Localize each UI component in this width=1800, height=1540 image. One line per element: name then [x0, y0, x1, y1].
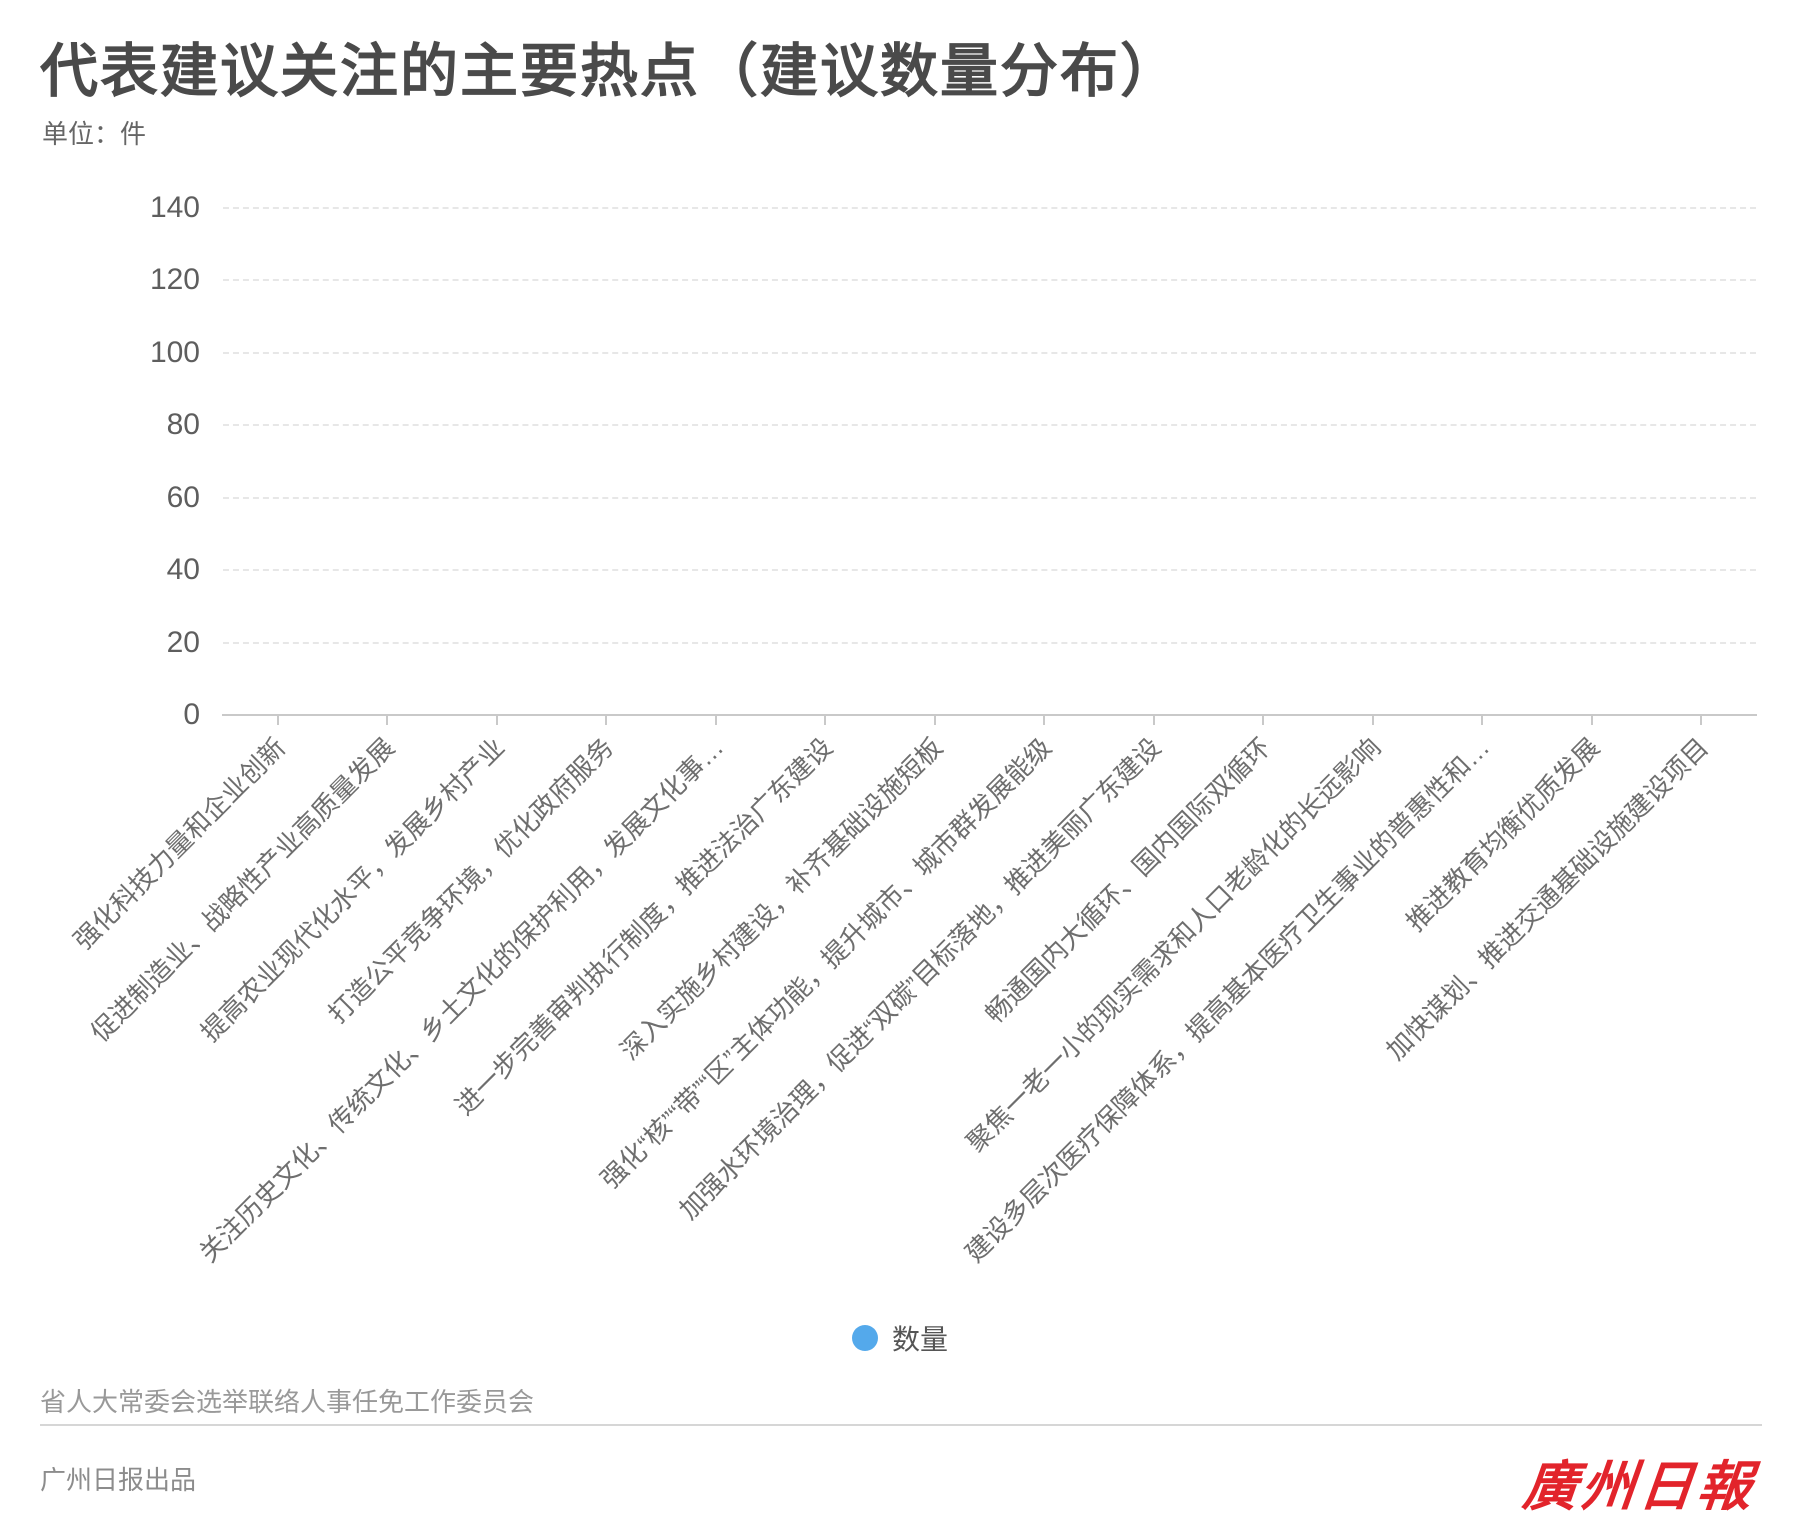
x-axis-category-label: 进一步完善审判执行制度，推进法治广东建设 [449, 732, 839, 1121]
x-axis-category-label: 建设多层次医疗保障体系，提高基本医疗卫生事业的普惠性和… [959, 732, 1496, 1268]
x-axis-tick [386, 716, 389, 725]
data-source-text: 省人大常委会选举联络人事任免工作委员会 [40, 1387, 535, 1417]
x-axis-tick [1700, 716, 1703, 725]
x-axis-tick [1152, 716, 1155, 725]
producer-credit-text: 广州日报出品 [40, 1465, 197, 1495]
x-axis-category-label: 推进教育均衡优质发展 [1399, 732, 1605, 938]
y-axis-tick-label: 140 [149, 191, 200, 224]
x-axis-tick [1043, 716, 1046, 725]
legend-series-label: 数量 [891, 1324, 948, 1355]
guangzhou-daily-logo: 廣州日報 [1520, 1457, 1759, 1517]
x-axis-tick [1590, 716, 1593, 725]
footer-divider [40, 1424, 1762, 1426]
gridline [223, 279, 1756, 282]
y-axis-tick-label: 120 [149, 263, 200, 297]
x-axis-tick [1481, 716, 1484, 725]
x-axis-tick [1262, 716, 1265, 725]
page-title: 代表建议关注的主要热点（建议数量分布） [40, 39, 1181, 104]
gridline [223, 351, 1756, 354]
y-axis-tick-label: 20 [166, 625, 200, 659]
legend-series-dot-icon [851, 1325, 878, 1351]
x-axis-tick [714, 716, 717, 725]
gridline [223, 641, 1756, 644]
y-axis-tick-label: 0 [183, 698, 200, 731]
x-axis-tick [495, 716, 498, 725]
gridline [223, 207, 1756, 209]
y-axis-tick-label: 40 [166, 553, 200, 587]
gridline [223, 569, 1756, 572]
x-axis-tick [824, 716, 827, 725]
y-axis-tick-label: 100 [149, 335, 200, 369]
x-axis-category-label: 关注历史文化、传统文化、乡土文化的保护利用，发展文化事… [192, 732, 729, 1268]
y-axis-tick-label: 80 [166, 408, 200, 442]
gridline [223, 496, 1756, 499]
x-axis-tick [1371, 716, 1374, 725]
x-axis-tick [605, 716, 608, 725]
chart-legend[interactable]: 数量 [0, 1318, 1800, 1358]
y-axis-tick-label: 60 [166, 480, 200, 514]
x-axis-tick [276, 716, 279, 725]
x-axis-category-label: 强化科技力量和企业创新 [67, 732, 291, 956]
gridline [223, 424, 1756, 427]
unit-label: 单位：件 [42, 119, 147, 149]
x-axis-line [222, 714, 1757, 716]
x-axis-category-label: 聚焦一老一小的现实需求和人口老龄化的长远影响 [960, 732, 1386, 1158]
x-axis-tick [933, 716, 936, 725]
